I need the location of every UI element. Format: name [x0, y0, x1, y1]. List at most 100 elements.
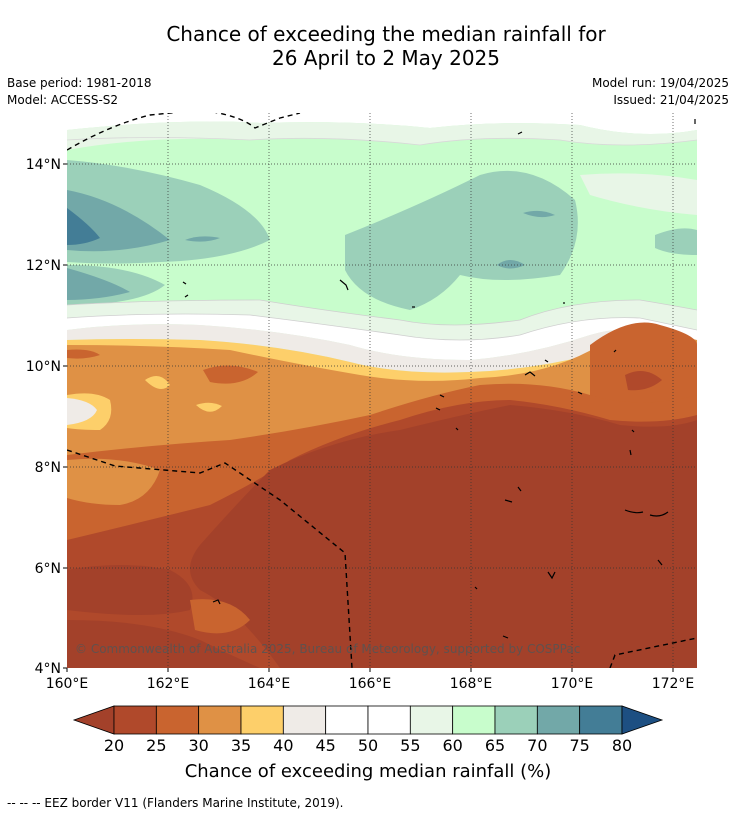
- island-mark: [631, 429, 635, 433]
- island-mark: [624, 509, 644, 514]
- patch-teal-center: [345, 170, 578, 310]
- meta-left: Base period: 1981-2018 Model: ACCESS-S2: [7, 75, 152, 109]
- patch-darkorange-south: [190, 599, 250, 634]
- colorbar-tick-labels: 20 25 30 35 40 45 50 55 60 65 70 75 80: [104, 736, 632, 755]
- patch-deepred-east: [190, 405, 697, 668]
- latitude-labels: 14°N 12°N 10°N 8°N 6°N 4°N: [26, 157, 61, 677]
- band-white-middle: [67, 314, 697, 360]
- colorbar-segment: [579, 705, 623, 735]
- colorbar-tick-label: 40: [273, 736, 293, 755]
- island-mark: [455, 427, 459, 431]
- lon-label-164: 164°E: [248, 676, 291, 692]
- island-mark: [613, 349, 617, 353]
- island-mark: [544, 359, 549, 363]
- islands: [182, 119, 696, 639]
- island-mark: [339, 279, 349, 291]
- footnote-eez: -- -- -- EEZ border V11 (Flanders Marine…: [7, 796, 344, 810]
- contour-line-2: [67, 313, 697, 341]
- map-field: © Commonwealth of Australia 2025, Bureau…: [67, 113, 697, 668]
- lon-label-168: 168°E: [450, 676, 493, 692]
- patch-lightgreen-east: [580, 173, 697, 215]
- island-mark: [474, 586, 478, 590]
- island-mark: [649, 511, 669, 517]
- colorbar-tick-label: 20: [104, 736, 124, 755]
- title-line-1: Chance of exceeding the median rainfall …: [166, 22, 606, 46]
- colorbar-tick-label: 60: [442, 736, 462, 755]
- patch-red-east-small: [625, 371, 662, 391]
- island-mark: [212, 599, 221, 605]
- colorbar-segment: [282, 705, 327, 735]
- island-mark: [657, 559, 663, 566]
- colorbar-title: Chance of exceeding median rainfall (%): [184, 761, 552, 782]
- colorbar-tick-label: 45: [315, 736, 335, 755]
- patch-darkteal-small-3: [497, 260, 525, 269]
- contour-line-1: [67, 299, 697, 326]
- colorbar-segment: [536, 705, 581, 735]
- patch-teal-east: [655, 228, 697, 255]
- colorbar-tick-label: 30: [188, 736, 208, 755]
- colorbar-tick-label: 80: [612, 736, 632, 755]
- colorbar-tick-label: 75: [569, 736, 589, 755]
- colorbar-segment: [113, 705, 157, 735]
- meta-right: Model run: 19/04/2025 Issued: 21/04/2025: [592, 75, 729, 109]
- patch-blue-west: [67, 208, 100, 245]
- colorbar-segment: [240, 705, 284, 735]
- island-mark: [439, 394, 445, 398]
- lon-label-170: 170°E: [551, 676, 594, 692]
- colorbar-segment: [452, 705, 496, 735]
- band-white-north: [67, 113, 697, 134]
- lon-label-172: 172°E: [652, 676, 695, 692]
- patch-yellow-small: [145, 376, 170, 389]
- issued-date: Issued: 21/04/2025: [613, 93, 729, 107]
- lat-label-12: 12°N: [26, 258, 61, 274]
- island-mark: [547, 571, 556, 580]
- colorbar-tick-label: 35: [231, 736, 251, 755]
- eez-borders: [67, 113, 697, 668]
- colorbar-tick-label: 65: [485, 736, 505, 755]
- colorbar-segment: [198, 705, 242, 735]
- colorbar-tick-label: 70: [527, 736, 547, 755]
- colorbar-tick-label: 55: [400, 736, 420, 755]
- patch-darkorange-nw: [67, 349, 100, 359]
- island-mark: [577, 391, 583, 395]
- island-mark: [502, 635, 509, 639]
- lat-label-4: 4°N: [35, 661, 61, 677]
- longitude-labels: 160°E 162°E 164°E 166°E 168°E 170°E 172°…: [46, 676, 695, 692]
- patch-orange-west: [67, 458, 160, 505]
- island-mark: [182, 281, 187, 285]
- colorbar-segment: [494, 705, 538, 735]
- island-mark: [517, 131, 523, 135]
- eez-border-south: [67, 449, 353, 668]
- island-mark: [184, 294, 189, 298]
- eez-border-north: [67, 113, 301, 151]
- patch-deepred-west: [67, 565, 193, 615]
- lon-label-166: 166°E: [349, 676, 392, 692]
- gridlines: [67, 113, 697, 668]
- colorbar-segment: [367, 705, 411, 735]
- base-period: Base period: 1981-2018: [7, 76, 152, 90]
- contour-line-3: [67, 137, 697, 146]
- colorbar-segment: [409, 705, 454, 735]
- patch-deepred-southwest: [67, 620, 260, 668]
- colorbar-segment: [325, 705, 369, 735]
- colorbar-extend-low: [72, 705, 115, 735]
- colorbar: [72, 705, 664, 735]
- island-mark: [435, 407, 441, 411]
- colorbar-extend-high: [621, 705, 664, 735]
- island-mark: [517, 486, 522, 492]
- map-title: Chance of exceeding the median rainfall …: [0, 22, 736, 70]
- lat-label-8: 8°N: [35, 460, 61, 476]
- axis-ticks: [63, 163, 674, 672]
- island-mark: [504, 499, 513, 503]
- lon-label-162: 162°E: [147, 676, 190, 692]
- patch-yellow-small-2: [196, 402, 222, 412]
- patch-darkteal-small-2: [523, 210, 555, 218]
- eez-border-southeast: [609, 637, 697, 668]
- island-mark: [524, 371, 536, 377]
- island-mark: [629, 449, 632, 456]
- colorbar-segment: [155, 705, 200, 735]
- lat-label-14: 14°N: [26, 157, 61, 173]
- copyright-text: © Commonwealth of Australia 2025, Bureau…: [75, 642, 580, 656]
- title-line-2: 26 April to 2 May 2025: [272, 46, 500, 70]
- patch-darkteal-west-2: [67, 268, 130, 300]
